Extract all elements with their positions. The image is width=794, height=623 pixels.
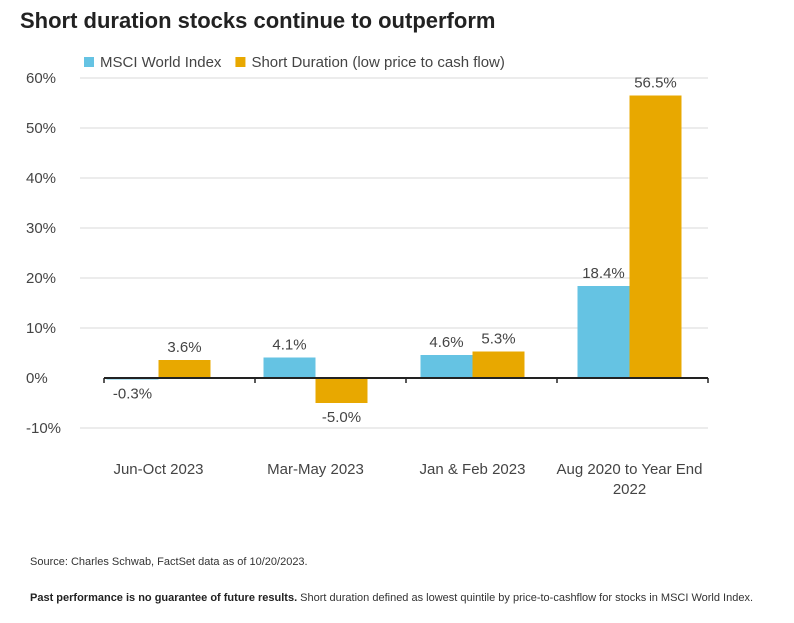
data-label: 56.5% [634, 75, 677, 92]
legend-swatch [84, 57, 94, 67]
chart-title: Short duration stocks continue to outper… [20, 8, 496, 33]
y-tick-label: 60% [26, 70, 56, 87]
y-tick-label: 0% [26, 370, 48, 387]
source-note: Source: Charles Schwab, FactSet data as … [30, 556, 308, 568]
y-tick-label: 50% [26, 120, 56, 137]
x-tick-label: Jun-Oct 2023 [113, 461, 203, 478]
bar [315, 378, 368, 403]
y-tick-label: 30% [26, 220, 56, 237]
data-label: 3.6% [167, 339, 201, 356]
bar [158, 360, 211, 378]
y-tick-label: 20% [26, 270, 56, 287]
data-label: -5.0% [322, 409, 361, 426]
y-tick-label: 10% [26, 320, 56, 337]
x-tick-label: 2022 [613, 481, 646, 498]
y-tick-label: -10% [26, 420, 61, 437]
data-label: 5.3% [481, 331, 515, 348]
legend-swatch [235, 57, 246, 67]
data-label: -0.3% [113, 386, 152, 403]
disclaimer: Past performance is no guarantee of futu… [30, 590, 780, 607]
x-tick-label: Jan & Feb 2023 [420, 461, 526, 478]
disclaimer-text: Short duration defined as lowest quintil… [297, 592, 754, 604]
bar-chart: 60% 50% 40% 30% 20% 10% 0% -10% MSCI World Index… [26, 54, 709, 498]
bar [629, 95, 682, 378]
bar [263, 357, 316, 378]
bar [472, 351, 525, 378]
bar [420, 355, 473, 378]
y-tick-label: 40% [26, 170, 56, 187]
data-label: 4.1% [272, 337, 306, 354]
legend-label: Short Duration (low price to cash flow) [251, 54, 504, 71]
data-label: 4.6% [429, 334, 463, 351]
x-tick-label: Aug 2020 to Year End [557, 461, 703, 478]
x-tick-label: Mar-May 2023 [267, 461, 364, 478]
disclaimer-bold: Past performance is no guarantee of futu… [30, 592, 298, 604]
data-label: 18.4% [582, 265, 625, 282]
legend-label: MSCI World Index [100, 54, 222, 71]
bar [577, 286, 630, 378]
